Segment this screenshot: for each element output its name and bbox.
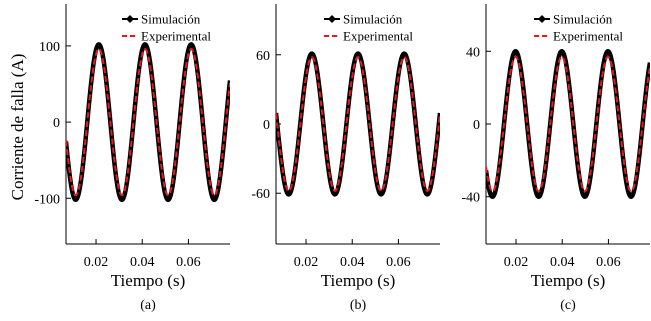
series-experimental <box>276 56 440 192</box>
y-tick-label: -60 <box>251 187 270 202</box>
legend-entry: Experimental <box>141 29 211 44</box>
y-tick-label: 40 <box>466 45 480 60</box>
x-axis-label: Tiempo (s) <box>531 271 605 290</box>
legend-marker-simulacion <box>126 15 134 23</box>
x-tick-label: 0.02 <box>504 255 529 270</box>
x-axis-label: Tiempo (s) <box>111 271 185 290</box>
x-tick-label: 0.02 <box>84 255 109 270</box>
y-tick-label: 60 <box>256 49 270 64</box>
y-tick-label: -40 <box>461 191 480 206</box>
legend-entry: Simulación <box>553 12 613 27</box>
x-tick-label: 0.06 <box>596 255 621 270</box>
series-line <box>66 42 230 203</box>
series-simulacion <box>66 42 230 203</box>
legend-entry: Experimental <box>343 29 413 44</box>
legend: Simulación Experimental <box>534 12 623 44</box>
y-tick-label: 0 <box>53 116 60 131</box>
y-tick-label: -100 <box>34 192 60 207</box>
y-tick-label: 0 <box>473 118 480 133</box>
legend-marker-simulacion <box>328 15 336 23</box>
legend-entry: Experimental <box>553 29 623 44</box>
x-tick-label: 0.04 <box>130 255 155 270</box>
y-tick-label: 0 <box>263 118 270 133</box>
legend-entry: Simulación <box>141 12 201 27</box>
legend: Simulación Experimental <box>324 12 413 44</box>
y-tick-label: 100 <box>39 40 60 55</box>
x-tick-label: 0.04 <box>550 255 575 270</box>
subfigure-label: (a) <box>140 298 156 313</box>
x-tick-label: 0.06 <box>386 255 411 270</box>
series-experimental <box>66 47 230 197</box>
x-tick-label: 0.02 <box>294 255 319 270</box>
subfigure-label: (c) <box>560 298 576 313</box>
subfigure-label: (b) <box>350 298 367 313</box>
legend-entry: Simulación <box>343 12 403 27</box>
x-axis-label: Tiempo (s) <box>321 271 395 290</box>
series-line <box>66 47 230 197</box>
legend: Simulación Experimental <box>122 12 211 44</box>
legend-marker-simulacion <box>538 15 546 23</box>
figure-ylabel: Corriente de falla (A) <box>8 54 27 201</box>
x-tick-label: 0.06 <box>176 255 201 270</box>
series-experimental <box>486 55 650 193</box>
x-tick-label: 0.04 <box>340 255 365 270</box>
series-line <box>276 56 440 192</box>
series-line <box>486 55 650 193</box>
